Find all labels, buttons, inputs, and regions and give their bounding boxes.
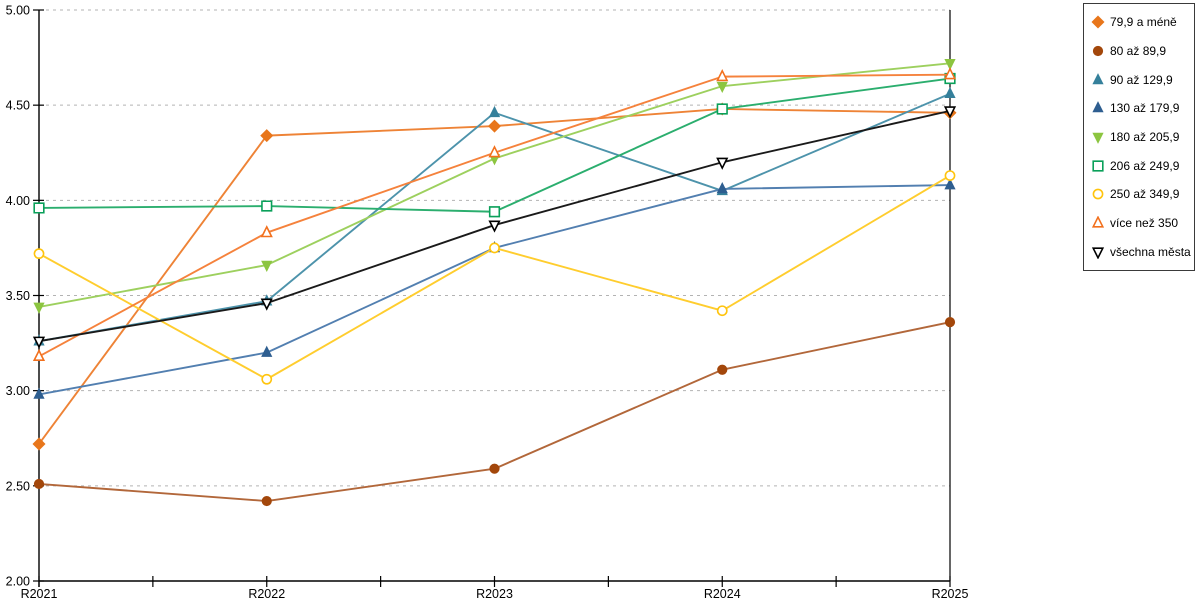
data-point <box>32 336 46 349</box>
data-point <box>716 81 728 94</box>
triangle-down-marker-icon <box>1092 132 1104 144</box>
data-point <box>488 220 501 233</box>
y-axis-tick-label: 2.00 <box>6 575 30 589</box>
data-point <box>32 437 46 451</box>
legend-item-label: 80 až 89,9 <box>1110 43 1167 58</box>
y-axis-tick-label: 2.50 <box>6 479 30 493</box>
data-point <box>1092 45 1104 57</box>
data-point <box>261 260 273 272</box>
data-point <box>716 157 729 170</box>
triangle-down-marker-icon <box>1091 246 1105 259</box>
data-point <box>260 129 274 143</box>
x-axis-tick-label: R2023 <box>476 587 513 600</box>
x-axis-tick-label: R2022 <box>248 587 285 600</box>
data-point <box>261 345 273 357</box>
data-point <box>33 202 45 214</box>
data-point <box>260 225 273 238</box>
legend-item: 180 až 205,9 <box>1091 130 1194 144</box>
legend-item-label: 180 až 205,9 <box>1110 129 1180 144</box>
data-point <box>944 178 956 190</box>
y-axis-tick-label: 4.50 <box>6 99 30 113</box>
data-point <box>1092 132 1104 144</box>
data-point <box>487 119 502 133</box>
series-line-180-a-205-9 <box>38 62 951 308</box>
data-point <box>488 105 501 118</box>
legend-item: více než 350 <box>1091 215 1194 230</box>
legend-item: 80 až 89,9 <box>1091 44 1194 58</box>
square-marker-icon <box>1092 160 1104 172</box>
triangle-up-marker-icon <box>1092 72 1104 84</box>
data-point <box>943 67 957 80</box>
data-point <box>943 106 957 119</box>
legend-item: všechna města <box>1091 245 1194 259</box>
legend-item-label: všechna města <box>1110 244 1191 259</box>
data-point <box>1092 188 1104 200</box>
data-point <box>1091 215 1105 228</box>
data-point <box>32 348 46 362</box>
x-axis-tick-label: R2024 <box>704 587 741 600</box>
y-axis-tick-label: 5.00 <box>6 4 30 18</box>
data-point <box>488 206 501 218</box>
data-point <box>261 495 272 507</box>
data-point <box>33 248 45 260</box>
triangle-up-marker-icon <box>1092 101 1104 113</box>
legend-item: 90 až 129,9 <box>1091 73 1194 87</box>
legend-item-label: 130 až 179,9 <box>1110 101 1180 116</box>
data-point <box>1092 160 1104 172</box>
y-axis-tick-label: 3.50 <box>6 289 30 303</box>
data-point <box>944 58 956 71</box>
data-point <box>33 478 45 490</box>
circle-marker-icon <box>1092 188 1104 200</box>
legend-item: 250 až 349,9 <box>1091 187 1194 201</box>
diamond-marker-icon <box>1091 15 1105 29</box>
data-point <box>1091 15 1105 29</box>
circle-marker-icon <box>1092 45 1104 57</box>
series-line-80-a-89-9 <box>38 321 951 503</box>
triangle-up-marker-icon <box>1091 215 1105 228</box>
data-point <box>489 463 500 474</box>
data-point <box>261 373 273 385</box>
legend-item: 79,9 a méně <box>1091 15 1194 29</box>
data-point <box>716 69 729 82</box>
data-point <box>260 298 273 311</box>
y-axis-tick-label: 4.00 <box>6 194 30 208</box>
data-point <box>716 305 728 317</box>
legend-item-label: 90 až 129,9 <box>1110 72 1173 87</box>
data-point <box>1092 101 1104 113</box>
data-point <box>1092 72 1104 84</box>
data-point <box>716 181 728 194</box>
y-axis-tick-label: 3.00 <box>6 384 30 398</box>
legend-item-label: 206 až 249,9 <box>1110 158 1180 173</box>
data-point <box>261 200 273 212</box>
legend-item-label: více než 350 <box>1110 215 1179 230</box>
legend-item: 130 až 179,9 <box>1091 101 1194 115</box>
data-point <box>488 145 501 158</box>
data-point <box>717 364 728 375</box>
data-point <box>944 317 956 328</box>
legend-item-label: 79,9 a méně <box>1110 15 1177 30</box>
data-point <box>716 103 728 115</box>
data-point <box>33 302 45 314</box>
legend-item-label: 250 až 349,9 <box>1110 187 1180 202</box>
x-axis-tick-label: R2025 <box>932 587 969 600</box>
series-line-206-a-249-9 <box>38 77 951 213</box>
data-point <box>489 242 500 254</box>
legend-item: 206 až 249,9 <box>1091 159 1194 173</box>
data-point <box>33 387 45 399</box>
legend: 79,9 a méně 80 až 89,9 90 až 129,9 130 až 1… <box>1083 3 1195 271</box>
data-point <box>944 86 956 99</box>
data-point <box>944 170 956 181</box>
x-axis-tick-label: R2021 <box>21 587 58 600</box>
data-point <box>1091 246 1105 259</box>
